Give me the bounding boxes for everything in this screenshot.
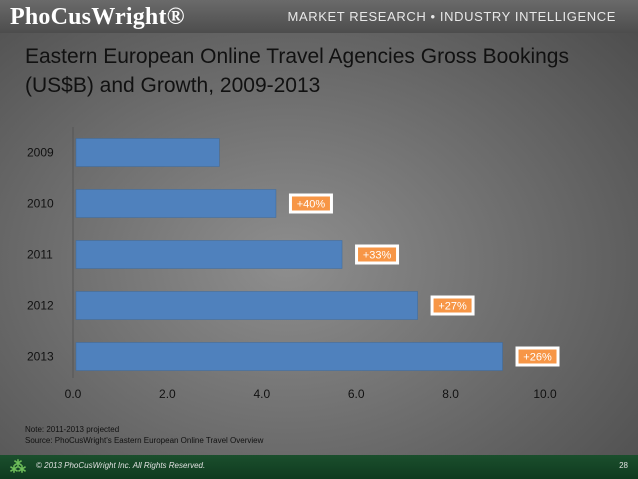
growth-label-2010: +40% <box>297 199 326 211</box>
growth-label-2012: +27% <box>438 301 467 313</box>
growth-label-fill-2011 <box>358 247 397 262</box>
bar-2010 <box>75 189 277 218</box>
chart-notes: Note: 2011-2013 projected Source: PhoCus… <box>25 424 263 446</box>
copyright-text: © 2013 PhoCusWright Inc. All Rights Rese… <box>36 461 206 470</box>
growth-label-2011: +33% <box>363 250 392 262</box>
slide-title-line-1: Eastern European Online Travel Agencies … <box>25 45 569 68</box>
x-tick-label-0: 0.0 <box>65 387 82 401</box>
category-label-2011: 2011 <box>27 248 53 262</box>
x-tick-label-4: 8.0 <box>442 387 459 401</box>
category-label-2013: 2013 <box>27 350 54 364</box>
phocuswright-logo: PhoCusWright® <box>10 4 185 30</box>
page-number: 28 <box>619 461 628 470</box>
x-tick-label-2: 4.0 <box>253 387 270 401</box>
bar-2009 <box>75 138 220 167</box>
growth-label-fill-2010 <box>291 196 330 211</box>
phocuswright-mark-icon: ⁂ <box>10 459 26 476</box>
category-label-2012: 2012 <box>27 299 54 313</box>
bar-2012 <box>75 291 418 320</box>
header-bar: PhoCusWright® MARKET RESEARCH • INDUSTRY… <box>0 0 638 33</box>
bar-2013 <box>75 342 503 371</box>
footer-bar: ⁂ © 2013 PhoCusWright Inc. All Rights Re… <box>0 455 638 479</box>
bar-2011 <box>75 240 343 269</box>
slide-title: Eastern European Online Travel Agencies … <box>25 42 615 100</box>
slide-title-line-2: (US$B) and Growth, 2009-2013 <box>25 74 321 97</box>
x-tick-label-1: 2.0 <box>159 387 176 401</box>
category-label-2009: 2009 <box>27 146 54 160</box>
category-label-2010: 2010 <box>27 197 54 211</box>
growth-label-fill-2013 <box>518 349 557 364</box>
projection-note: Note: 2011-2013 projected <box>25 425 120 434</box>
growth-label-fill-2012 <box>433 298 472 313</box>
x-tick-label-5: 10.0 <box>533 387 557 401</box>
x-tick-label-3: 6.0 <box>348 387 365 401</box>
source-note: Source: PhoCusWright's Eastern European … <box>25 436 264 445</box>
header-tagline: MARKET RESEARCH • INDUSTRY INTELLIGENCE <box>287 9 616 24</box>
growth-label-2013: +26% <box>523 352 552 364</box>
